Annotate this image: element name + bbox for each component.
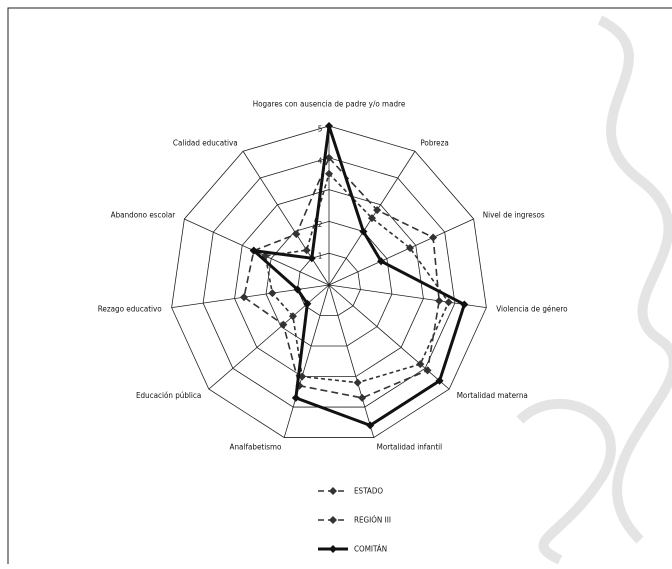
marker: [325, 153, 333, 162]
spoke: [171, 284, 330, 309]
axis-label: Mortalidad materna: [457, 391, 528, 400]
tick-label: 1: [318, 252, 323, 261]
marker: [429, 233, 438, 242]
grid-ring: [297, 252, 361, 316]
frame: [7, 7, 672, 564]
marker: [302, 246, 311, 255]
marker: [377, 257, 386, 266]
marker: [367, 214, 376, 223]
marker: [288, 312, 297, 321]
grid-ring: [234, 189, 424, 377]
series-line: [243, 156, 440, 399]
tick-label: 5: [318, 125, 323, 134]
marker: [444, 298, 453, 307]
marker: [292, 230, 301, 239]
marker: [303, 299, 312, 308]
spoke: [328, 284, 375, 438]
marker: [268, 289, 277, 298]
axis-label: Calidad educativa: [173, 138, 238, 147]
ornament: [516, 15, 672, 565]
marker: [307, 254, 316, 263]
grid-ring: [202, 157, 456, 408]
legend-label: ESTADO: [354, 487, 383, 496]
marker: [373, 206, 382, 215]
marker: [435, 376, 444, 385]
axis-label: Hogares con ausencia de padre y/o madre: [253, 100, 406, 109]
legend-label: COMITÁN: [354, 543, 387, 554]
spoke: [328, 218, 474, 286]
tick-label: 4: [318, 156, 323, 165]
legend-label: REGIÓN III: [354, 514, 391, 525]
grid-ring: [171, 125, 487, 438]
spoke: [242, 151, 330, 286]
marker: [366, 421, 375, 430]
marker: [325, 169, 333, 178]
spoke: [283, 284, 330, 438]
axis-label: Rezago educativo: [98, 305, 163, 314]
marker: [279, 320, 288, 329]
marker: [416, 360, 425, 369]
axis-label: Nivel de ingresos: [483, 210, 545, 219]
marker: [353, 378, 362, 387]
axis-label: Violencia de género: [496, 304, 568, 314]
marker: [359, 227, 368, 236]
marker: [405, 244, 414, 253]
axis-label: Analfabetismo: [230, 443, 282, 452]
marker: [325, 122, 333, 130]
axis-label: Abandono escolar: [111, 210, 176, 219]
tick-label: 2: [318, 220, 323, 229]
marker: [358, 393, 367, 402]
legend-marker: [329, 545, 337, 553]
marker: [423, 366, 432, 375]
marker: [293, 285, 302, 294]
marker: [460, 300, 469, 309]
marker: [249, 246, 258, 255]
legend-marker: [329, 487, 337, 495]
axis-label: Educación pública: [136, 390, 201, 400]
legend-marker: [329, 516, 337, 524]
series-line: [249, 125, 467, 428]
marker: [291, 393, 300, 402]
marker: [435, 296, 444, 305]
axis-label: Mortalidad infantil: [377, 443, 443, 452]
axis-label: Pobreza: [420, 138, 448, 147]
series-line: [264, 172, 450, 384]
marker: [240, 293, 249, 302]
